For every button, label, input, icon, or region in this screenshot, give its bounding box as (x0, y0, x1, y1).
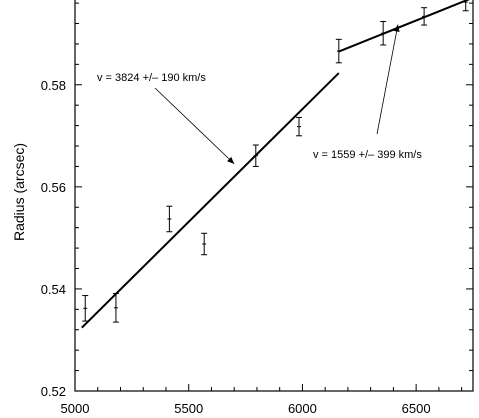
annotation-arrow (154, 87, 235, 165)
annotation-arrow (376, 24, 399, 135)
fit-line (81, 72, 340, 329)
plot-frame (74, 0, 474, 392)
y-tick-label: 0.56 (41, 180, 66, 195)
annotation-label: v = 1559 +/– 399 km/s (313, 149, 422, 161)
fit-lines (81, 0, 470, 329)
axis-tick-labels: 5000 5500 6000 6500 0.52 0.54 0.56 0.58 (41, 78, 431, 416)
y-axis-label: Radius (arcsec) (11, 143, 27, 241)
x-tick-label: 6000 (288, 401, 317, 416)
y-tick-label: 0.52 (41, 384, 66, 399)
y-tick-label: 0.58 (41, 78, 66, 93)
error-bar (252, 144, 259, 167)
annotation-arrowhead (393, 24, 400, 32)
y-tick-label: 0.54 (41, 282, 66, 297)
error-bars (82, 0, 469, 323)
fit-line (338, 0, 470, 53)
annotations: v = 3824 +/– 190 km/s v = 1559 +/– 399 km… (97, 24, 422, 165)
error-bar (421, 7, 428, 26)
error-bar (335, 38, 342, 64)
x-tick-label: 5500 (174, 401, 203, 416)
error-bar (82, 295, 89, 322)
error-bar (112, 293, 119, 323)
x-tick-label: 5000 (61, 401, 90, 416)
x-tick-label: 6500 (402, 401, 431, 416)
error-bar (296, 116, 303, 137)
error-bar (462, 0, 469, 12)
error-bar (166, 205, 173, 233)
annotation-label: v = 3824 +/– 190 km/s (97, 72, 206, 84)
annotation-arrowhead (227, 156, 235, 164)
axis-ticks (74, 2, 473, 392)
error-bar (201, 232, 208, 256)
error-bar (380, 20, 387, 46)
